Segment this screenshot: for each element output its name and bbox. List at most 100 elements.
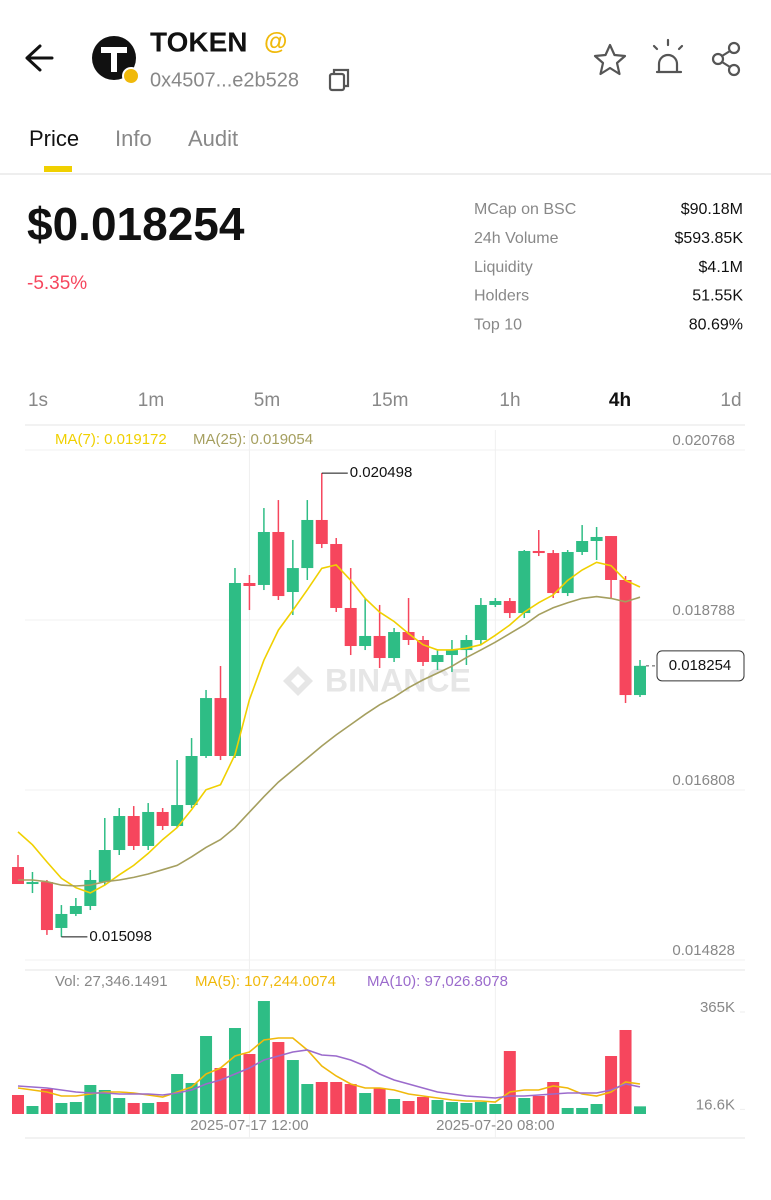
share-button[interactable] (711, 41, 741, 77)
back-button[interactable] (25, 44, 54, 72)
candle-body (69, 905, 82, 914)
candle-body (605, 536, 618, 580)
candle-body (417, 640, 430, 662)
volume-bar (171, 1074, 184, 1114)
candle-body (228, 582, 241, 756)
candle-body (619, 579, 632, 696)
volume-tick-label: 365K (700, 999, 735, 1016)
tab[interactable]: Price (29, 126, 79, 151)
volume-ma-legend: MA(10): 97,026.8078 (367, 973, 508, 990)
volume-bar (576, 1107, 589, 1114)
candle-body (388, 632, 401, 659)
volume-bar (590, 1103, 603, 1114)
volume-bar (12, 1094, 24, 1114)
candle-body (286, 568, 299, 593)
candle-body (532, 550, 545, 554)
timeframe[interactable]: 4h (609, 390, 631, 411)
volume-ma-line (17, 1049, 641, 1099)
timeframe[interactable]: 5m (254, 390, 280, 411)
candle-body (185, 756, 198, 806)
stat-label: MCap on BSC (474, 201, 576, 218)
volume-bar (460, 1102, 473, 1114)
timeframe[interactable]: 1h (499, 390, 520, 411)
candle-body (634, 665, 646, 696)
volume-bar (330, 1082, 343, 1114)
volume-bar (445, 1102, 458, 1114)
volume-bar (315, 1082, 328, 1114)
x-tick-label: 2025-07-20 08:00 (436, 1117, 554, 1134)
timeframe[interactable]: 1s (28, 390, 48, 411)
alert-button[interactable] (652, 38, 684, 74)
volume-bar (373, 1088, 386, 1114)
candle-body (214, 698, 227, 756)
last-price-label: 0.018254 (669, 657, 732, 674)
token-title: TOKEN (150, 26, 248, 57)
candle-body (445, 650, 458, 656)
volume-bar (98, 1089, 111, 1114)
stat-value: $593.85K (674, 230, 743, 247)
stat-label: Top 10 (474, 316, 522, 333)
candle-body (272, 531, 285, 597)
candle-body (142, 811, 155, 846)
candle-body (474, 604, 487, 641)
token-logo (92, 36, 140, 85)
volume-ma-line (17, 1037, 641, 1103)
stat-value: 51.55K (692, 288, 743, 305)
candle-body (26, 882, 39, 885)
volume-bar (257, 1001, 270, 1114)
candle-body (171, 805, 184, 826)
candle-body (243, 582, 256, 586)
stat-label: 24h Volume (474, 230, 559, 247)
favorite-button[interactable] (593, 43, 627, 76)
volume-bar (156, 1102, 169, 1114)
candle-body (503, 601, 516, 614)
candle-body (55, 913, 68, 928)
volume-tick-label: 16.6K (696, 1096, 735, 1113)
timeframe[interactable]: 1d (720, 390, 741, 411)
volume-bar (40, 1088, 53, 1114)
candle-body (489, 601, 502, 605)
low-label: 0.015098 (89, 928, 152, 945)
y-tick-label: 0.018788 (672, 602, 735, 619)
volume-legend: Vol: 27,346.1491 (55, 973, 168, 990)
price-change: -5.35% (27, 273, 87, 294)
stat-value: $4.1M (699, 259, 743, 276)
candle-body (402, 632, 415, 641)
copy-button[interactable] (328, 68, 350, 92)
candle-body (547, 553, 560, 594)
volume-bar (301, 1084, 314, 1114)
candle-body (431, 655, 444, 662)
candle-body (590, 536, 603, 542)
stat-label: Liquidity (474, 259, 533, 276)
candle-body (301, 519, 314, 569)
volume-bar (417, 1097, 430, 1114)
high-label: 0.020498 (350, 464, 413, 481)
stat-value: 80.69% (689, 316, 743, 333)
candle-body (460, 640, 473, 651)
volume-bar (26, 1106, 39, 1114)
token-address: 0x4507...e2b528 (150, 69, 299, 91)
volume-bar (359, 1093, 372, 1114)
volume-bar (619, 1029, 632, 1114)
ma-legend: MA(25): 0.019054 (193, 431, 313, 448)
candle-body (315, 519, 328, 545)
volume-bar (55, 1102, 68, 1114)
ma-legend: MA(7): 0.019172 (55, 431, 167, 448)
timeframe[interactable]: 1m (138, 390, 164, 411)
volume-bar (243, 1054, 256, 1114)
volume-bar (113, 1098, 126, 1114)
candle-body (576, 541, 589, 552)
timeframe[interactable]: 15m (372, 390, 409, 411)
candle-body (156, 811, 169, 826)
stat-value: $90.18M (681, 201, 743, 218)
volume-bar (214, 1068, 227, 1114)
x-tick-label: 2025-07-17 12:00 (190, 1117, 308, 1134)
last-price-tag (656, 650, 745, 682)
y-tick-label: 0.016808 (672, 772, 735, 789)
tab[interactable]: Info (115, 126, 152, 151)
tab[interactable]: Audit (188, 126, 238, 151)
candle-body (344, 607, 357, 647)
volume-bar (561, 1107, 574, 1114)
